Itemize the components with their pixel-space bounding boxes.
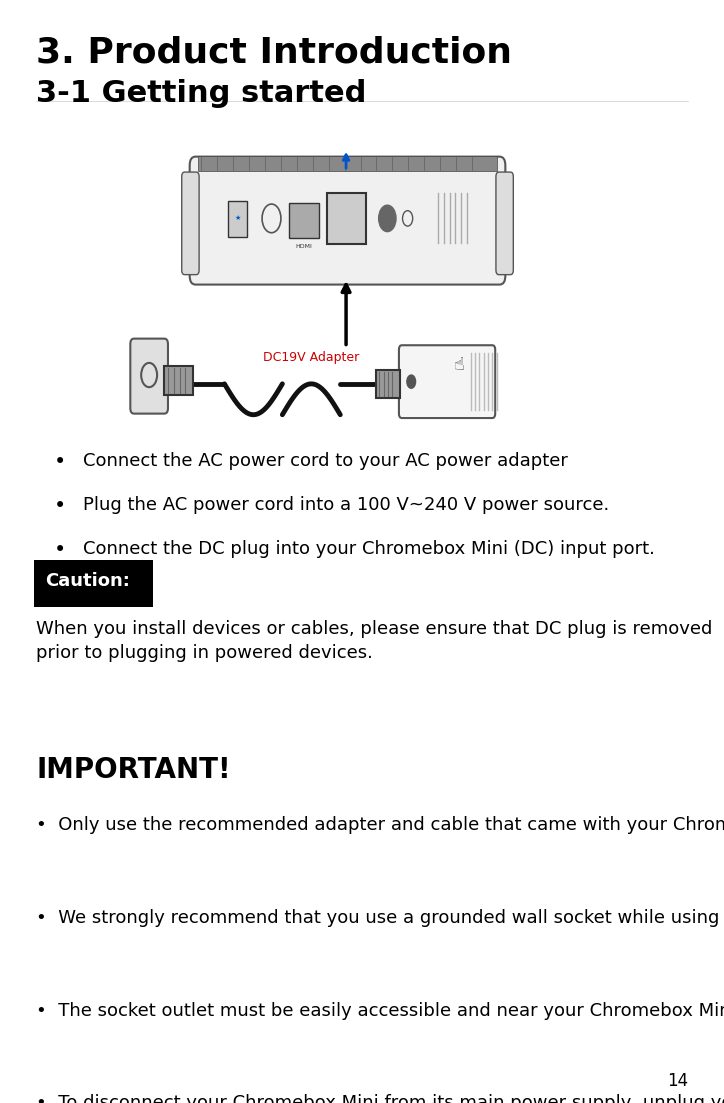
FancyBboxPatch shape [190, 157, 505, 285]
Circle shape [407, 375, 416, 388]
FancyBboxPatch shape [399, 345, 495, 418]
Text: 3-1 Getting started: 3-1 Getting started [36, 79, 366, 108]
Text: DC19V Adapter: DC19V Adapter [264, 351, 359, 364]
FancyBboxPatch shape [182, 172, 199, 275]
Text: Plug the AC power cord into a 100 V~240 V power source.: Plug the AC power cord into a 100 V~240 … [83, 496, 610, 514]
Text: 3. Product Introduction: 3. Product Introduction [36, 35, 512, 69]
Text: 14: 14 [667, 1072, 688, 1090]
FancyBboxPatch shape [376, 370, 400, 398]
Text: ★: ★ [235, 215, 240, 222]
Text: Caution:: Caution: [45, 572, 130, 590]
Text: •: • [54, 452, 67, 472]
Text: •  Only use the recommended adapter and cable that came with your Chromebox Mini: • Only use the recommended adapter and c… [36, 816, 724, 834]
FancyBboxPatch shape [228, 201, 247, 237]
Text: When you install devices or cables, please ensure that DC plug is removed
prior : When you install devices or cables, plea… [36, 620, 712, 662]
FancyBboxPatch shape [496, 172, 513, 275]
Text: IMPORTANT!: IMPORTANT! [36, 756, 231, 783]
Text: Connect the AC power cord to your AC power adapter: Connect the AC power cord to your AC pow… [83, 452, 568, 470]
Text: Connect the DC plug into your Chromebox Mini (DC) input port.: Connect the DC plug into your Chromebox … [83, 540, 655, 558]
Text: •: • [54, 540, 67, 560]
Text: •  We strongly recommend that you use a grounded wall socket while using your Ch: • We strongly recommend that you use a g… [36, 909, 724, 927]
Text: •  The socket outlet must be easily accessible and near your Chromebox Mini.: • The socket outlet must be easily acces… [36, 1002, 724, 1019]
FancyBboxPatch shape [34, 560, 153, 607]
FancyBboxPatch shape [198, 156, 497, 171]
Circle shape [379, 205, 396, 232]
Text: •: • [54, 496, 67, 516]
FancyBboxPatch shape [289, 203, 319, 238]
Text: ☝: ☝ [454, 356, 466, 374]
FancyBboxPatch shape [130, 339, 168, 414]
FancyBboxPatch shape [327, 193, 366, 244]
Text: •  To disconnect your Chromebox Mini from its main power supply, unplug your dev: • To disconnect your Chromebox Mini from… [36, 1094, 724, 1103]
FancyBboxPatch shape [164, 366, 193, 395]
Text: HDMI: HDMI [295, 244, 313, 249]
